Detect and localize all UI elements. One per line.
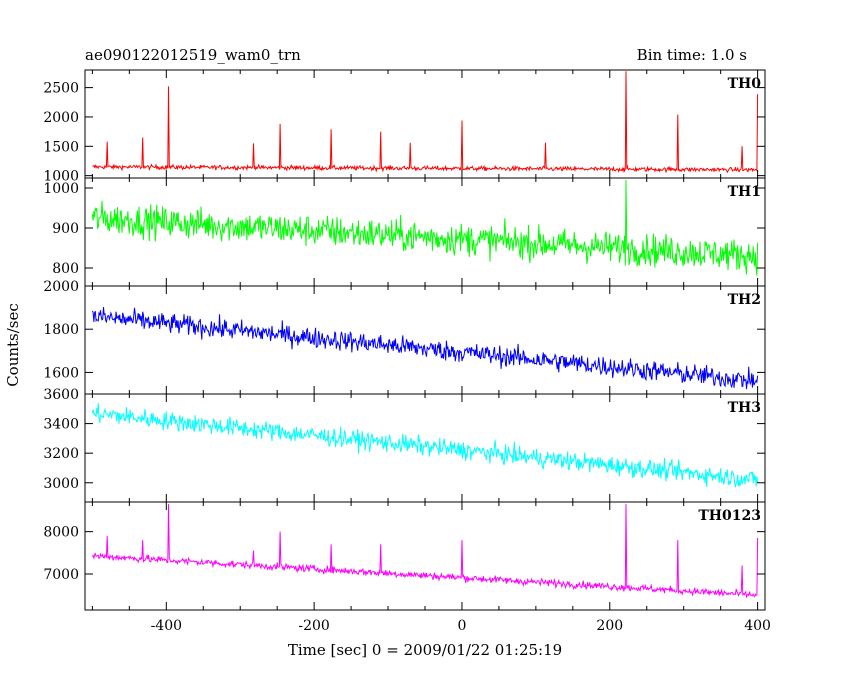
series-line-th2 <box>91 307 759 390</box>
panel-frame <box>84 69 766 179</box>
panel-label-th2: TH2 <box>728 292 761 308</box>
panel-th3: 3000 3200 3400 3600 TH3 <box>43 387 766 503</box>
panel-frame <box>84 501 766 611</box>
y-tick-label: 7000 <box>43 567 79 583</box>
series-line-th0 <box>92 71 759 174</box>
y-tick-label: 3600 <box>43 387 79 403</box>
panel-frame <box>84 393 766 503</box>
y-tick-label: 800 <box>52 261 79 277</box>
x-axis-label: Time [sec] 0 = 2009/01/22 01:25:19 <box>288 641 562 659</box>
x-tick-label: 0 <box>457 618 466 634</box>
y-tick-label: 8000 <box>43 525 79 541</box>
panel-label-th3: TH3 <box>728 400 761 416</box>
panel-frame <box>84 285 766 395</box>
x-tick-label: -400 <box>151 618 182 634</box>
series-line-th0123 <box>91 504 759 598</box>
panel-th0: 1000 1500 2000 2500 TH0 <box>43 69 766 185</box>
y-tick-label: 2500 <box>43 81 79 97</box>
chart-title: ae090122012519_wam0_trn <box>85 46 301 64</box>
y-tick-label: 3400 <box>43 417 79 433</box>
y-tick-label: 1500 <box>43 139 79 155</box>
y-tick-label: 2000 <box>43 279 79 295</box>
y-tick-label: 3000 <box>43 476 79 492</box>
y-tick-label: 900 <box>52 221 79 237</box>
bin-time-label: Bin time: 1.0 s <box>637 46 747 64</box>
series-line-th3 <box>91 402 759 489</box>
x-tick-label: -200 <box>298 618 329 634</box>
panel-label-th0123: TH0123 <box>698 508 761 524</box>
y-tick-label: 1600 <box>43 365 79 381</box>
y-tick-label: 3200 <box>43 446 79 462</box>
panel-label-th1: TH1 <box>728 184 761 200</box>
y-tick-label: 2000 <box>43 110 79 126</box>
panel-th0123: 7000 8000 TH0123 <box>43 501 766 611</box>
x-tick-label: 400 <box>744 618 771 634</box>
series-line-th1 <box>91 179 759 276</box>
y-tick-label: 1000 <box>43 169 79 185</box>
x-tick-label: 200 <box>596 618 623 634</box>
y-axis-label: Counts/sec <box>4 303 22 387</box>
panel-label-th0: TH0 <box>728 76 762 92</box>
y-tick-label: 1800 <box>43 322 79 338</box>
y-tick-label: 1000 <box>43 181 79 197</box>
panel-th1: 800 900 1000 TH1 <box>43 177 766 287</box>
panel-th2: 1600 1800 2000 TH2 <box>43 279 766 395</box>
